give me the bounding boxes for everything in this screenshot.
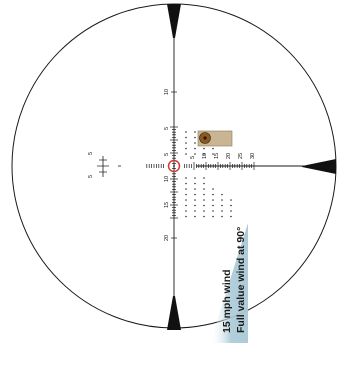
holdover-dot xyxy=(221,193,223,196)
holdover-dot xyxy=(185,182,187,185)
holdover-dot xyxy=(194,193,196,196)
holdover-dot xyxy=(194,204,196,207)
bottom-post xyxy=(167,296,181,330)
horizontal-label: 5 xyxy=(190,156,196,159)
holdover-dot xyxy=(230,210,232,212)
vertical-label: 5 xyxy=(164,153,170,156)
holdover-dot xyxy=(203,177,205,179)
holdover-dot xyxy=(230,215,232,218)
holdover-dot xyxy=(185,215,187,218)
holdover-dot xyxy=(194,182,196,185)
holdover-dot xyxy=(194,136,196,139)
holdover-dot xyxy=(203,153,205,155)
holdover-dot xyxy=(203,199,205,201)
holdover-dot xyxy=(221,199,223,201)
holdover-dot xyxy=(194,199,196,201)
left-marker-label-2: 5 xyxy=(88,175,94,178)
holdover-dot xyxy=(185,153,187,155)
wind-banner xyxy=(210,223,248,343)
horizontal-label: 10 xyxy=(202,153,208,159)
holdover-dot xyxy=(194,210,196,212)
holdover-dot xyxy=(203,204,205,207)
holdover-dot xyxy=(185,204,187,207)
holdover-dot xyxy=(194,215,196,218)
holdover-dot xyxy=(203,188,205,190)
vertical-label: 10 xyxy=(164,89,170,95)
holdover-dot xyxy=(185,188,187,190)
holdover-dot xyxy=(203,215,205,218)
holdover-dot xyxy=(230,204,232,207)
holdover-dot xyxy=(221,204,223,207)
vertical-label: 5 xyxy=(164,127,170,130)
holdover-dot xyxy=(185,147,187,150)
holdover-dot xyxy=(212,153,214,155)
left-marker: 5 5 xyxy=(88,152,121,178)
holdover-dot xyxy=(221,210,223,212)
wind-annotation-line1: 15 mph wind xyxy=(221,269,233,333)
reticle-ticks: 10 5 5 10 15 20 5 10 15 20 25 30 xyxy=(146,89,256,241)
holdover-dot xyxy=(185,136,187,139)
horizontal-label: 15 xyxy=(214,153,220,159)
holdover-dot xyxy=(203,182,205,185)
horizontal-label: 20 xyxy=(226,153,232,159)
holdover-dot xyxy=(194,142,196,144)
holdover-dot xyxy=(185,193,187,196)
wind-annotation-line2: Full value wind at 90° xyxy=(235,227,247,333)
right-post xyxy=(302,159,336,174)
vertical-label: 10 xyxy=(164,176,170,182)
holdover-dot xyxy=(185,177,187,179)
top-post xyxy=(167,4,181,38)
holdover-dot xyxy=(185,131,187,133)
center-ring xyxy=(167,159,181,173)
holdover-dot xyxy=(185,210,187,212)
holdover-dot xyxy=(212,199,214,201)
target-bullet-core xyxy=(203,136,207,140)
holdover-dot xyxy=(203,147,205,150)
vertical-label: 15 xyxy=(164,202,170,208)
holdover-dot xyxy=(212,210,214,212)
holdover-dot xyxy=(212,193,214,196)
center-dot xyxy=(173,165,175,167)
holdover-dot xyxy=(194,177,196,179)
holdover-dot xyxy=(212,147,214,150)
holdover-dot xyxy=(194,147,196,150)
holdover-dot xyxy=(221,215,223,218)
holdover-dot xyxy=(194,188,196,190)
holdover-dot xyxy=(212,204,214,207)
horizontal-label: 25 xyxy=(238,153,244,159)
holdover-dot xyxy=(194,153,196,155)
vertical-label: 20 xyxy=(164,235,170,241)
holdover-dot xyxy=(230,199,232,201)
left-marker-label-1: 5 xyxy=(88,152,94,155)
holdover-dot xyxy=(203,193,205,196)
holdover-dot xyxy=(203,210,205,212)
holdover-dot xyxy=(185,142,187,144)
holdover-dot xyxy=(212,188,214,190)
holdover-dot xyxy=(185,199,187,201)
holdover-dot xyxy=(212,215,214,218)
horizontal-label: 30 xyxy=(250,153,256,159)
holdover-dot xyxy=(194,131,196,133)
